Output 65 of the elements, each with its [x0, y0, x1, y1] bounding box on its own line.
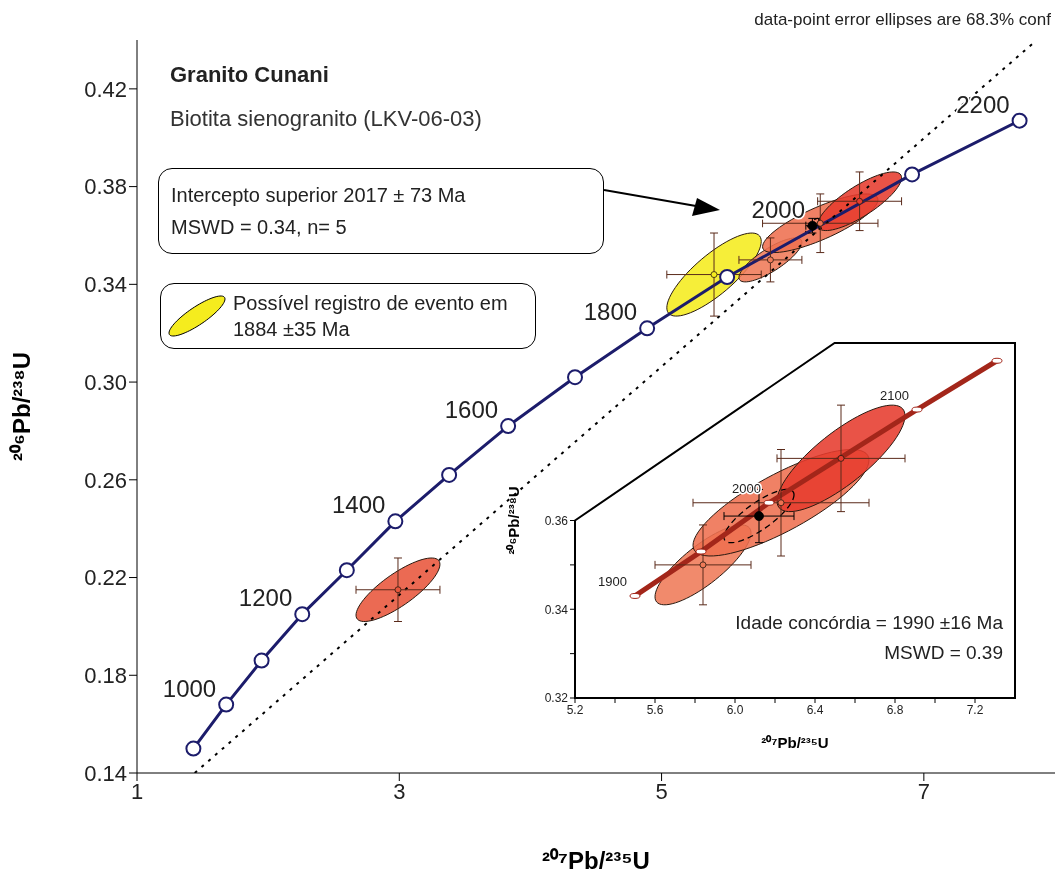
point: [699, 561, 707, 569]
point: [218, 696, 235, 713]
y-axis-title: ²⁰⁶Pb/²³⁸U: [8, 351, 35, 462]
point: [394, 586, 402, 594]
x-axis-title: ²⁰⁷Pb/²³⁵U: [761, 734, 829, 751]
x-tick-label: 6.0: [726, 702, 744, 717]
y-tick-label: 0.36: [544, 513, 569, 528]
y-tick-label: 0.32: [544, 691, 569, 706]
note-box: Intercepto superior 2017 ± 73 Ma MSWD = 0.34, n= 5: [158, 168, 604, 254]
annotation: 1800: [583, 298, 638, 326]
point: [856, 197, 863, 205]
y-tick-label: 0.30: [84, 369, 127, 395]
y-tick-label: 0.18: [84, 663, 127, 689]
y-tick-label: 0.38: [84, 174, 127, 200]
point: [253, 652, 270, 669]
x-axis-title: ²⁰⁷Pb/²³⁵U: [542, 847, 650, 874]
text: data-point error ellipses are 68.3% conf: [754, 10, 1051, 30]
x-tick-label: 5: [655, 778, 668, 804]
y-tick-label: 0.34: [544, 602, 569, 617]
point: [767, 256, 774, 264]
point: [338, 562, 355, 579]
y-tick-label: 0.22: [84, 565, 127, 591]
point: [710, 271, 718, 278]
x-tick-label: 5.2: [566, 702, 584, 717]
point: [387, 513, 404, 530]
point: [567, 369, 584, 386]
point: [754, 511, 764, 521]
x-tick-label: 7.2: [966, 702, 984, 717]
annotation: 2200: [956, 90, 1010, 118]
point: [500, 418, 517, 435]
point: [837, 454, 845, 462]
annotation: 1900: [598, 573, 627, 589]
x-tick-label: 6.4: [806, 702, 824, 717]
annotation: 1200: [238, 584, 293, 612]
point: [816, 219, 824, 227]
y-tick-label: 0.26: [84, 467, 127, 493]
x-tick-label: 6.8: [886, 702, 904, 717]
x-tick-label: 5.6: [646, 702, 664, 717]
x-tick-label: 7: [917, 778, 930, 804]
point: [904, 166, 921, 183]
point: [639, 320, 656, 337]
y-tick-label: 0.42: [84, 76, 127, 102]
annotation: Idade concórdia = 1990 ±16 Ma: [735, 611, 1003, 635]
point: [185, 740, 202, 757]
annotation: 1000: [162, 674, 217, 702]
y-tick-label: 0.14: [84, 760, 127, 786]
annotation: MSWD = 0.39: [883, 641, 1003, 665]
y-axis-title: ²⁰⁶Pb/²³⁸U: [505, 486, 522, 555]
annotation: 1400: [331, 491, 386, 519]
text: Granito Cunani: [170, 62, 329, 88]
annotation: 2000: [751, 195, 806, 223]
point: [777, 499, 785, 507]
point: [294, 606, 311, 623]
text: Biotita sienogranito (LKV-06-03): [170, 106, 482, 132]
x-tick-label: 3: [393, 778, 406, 804]
point: [719, 269, 736, 285]
y-tick-label: 0.34: [84, 272, 127, 298]
x-tick-label: 1: [130, 778, 144, 804]
legend-label: Possível registro de evento em 1884 ±35 Ma: [233, 291, 509, 342]
point: [1011, 112, 1028, 129]
annotation: MSWD = 0.34, n= 5: [171, 215, 348, 240]
annotation: 2100: [880, 387, 909, 403]
annotation: 1600: [444, 396, 499, 424]
point: [441, 466, 458, 483]
annotation: Intercepto superior 2017 ± 73 Ma: [171, 183, 467, 208]
